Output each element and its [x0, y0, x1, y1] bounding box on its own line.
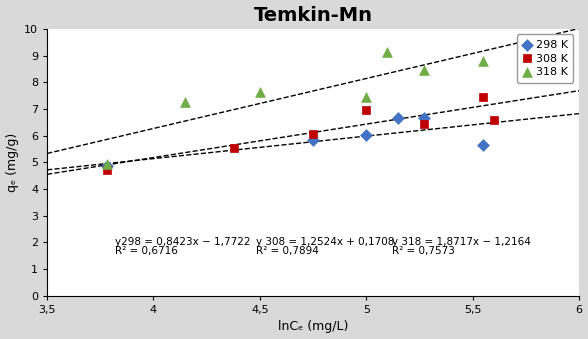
X-axis label: lnCₑ (mg/L): lnCₑ (mg/L): [278, 320, 348, 334]
Legend: 298 K, 308 K, 318 K: 298 K, 308 K, 318 K: [517, 35, 573, 83]
Y-axis label: qₑ (mg/g): qₑ (mg/g): [5, 133, 19, 192]
Text: y298 = 0,8423x − 1,7722: y298 = 0,8423x − 1,7722: [115, 237, 250, 247]
298 K: [362, 133, 371, 138]
308 K: [489, 117, 499, 122]
318 K: [362, 94, 371, 100]
308 K: [102, 168, 111, 173]
318 K: [181, 100, 190, 105]
318 K: [419, 67, 429, 73]
Text: R² = 0,7894: R² = 0,7894: [256, 246, 319, 256]
298 K: [393, 116, 403, 121]
Text: R² = 0,7573: R² = 0,7573: [392, 246, 455, 256]
318 K: [383, 49, 392, 54]
318 K: [479, 58, 488, 64]
Text: y 308 = 1,2524x + 0,1708: y 308 = 1,2524x + 0,1708: [256, 237, 394, 247]
318 K: [255, 89, 265, 94]
298 K: [102, 164, 111, 169]
308 K: [308, 131, 318, 136]
308 K: [362, 107, 371, 113]
Text: y 318 = 1,8717x − 1,2164: y 318 = 1,8717x − 1,2164: [392, 237, 530, 247]
298 K: [308, 138, 318, 143]
308 K: [230, 146, 239, 151]
Text: R² = 0,6716: R² = 0,6716: [115, 246, 178, 256]
308 K: [479, 94, 488, 100]
298 K: [419, 116, 429, 121]
298 K: [479, 142, 488, 148]
308 K: [419, 121, 429, 126]
Title: Temkin-Mn: Temkin-Mn: [253, 5, 373, 24]
318 K: [102, 161, 111, 166]
